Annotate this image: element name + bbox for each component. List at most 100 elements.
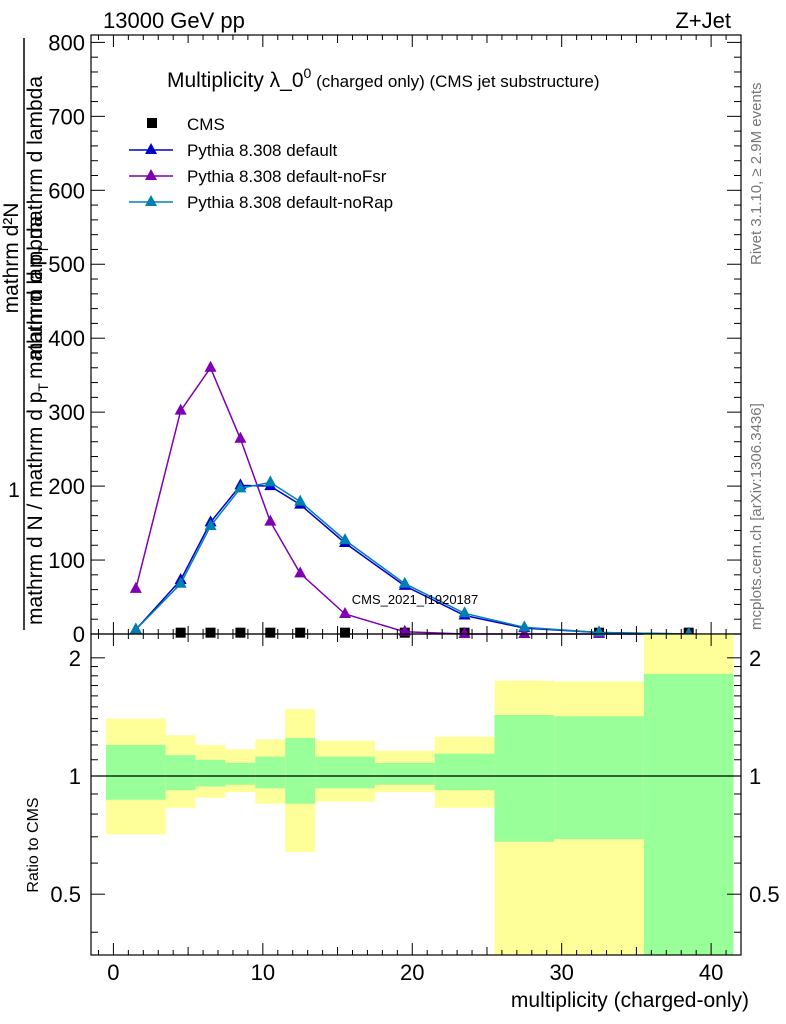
main-y-tick-label: 600 [48,178,85,203]
main-y-tick-label: 0 [73,622,85,647]
mc-data-point [174,576,187,588]
ratio-frame [90,633,742,956]
mc-data-point [174,403,187,415]
ratio-band-inner [195,759,226,787]
cms-data-point [295,627,306,638]
ratio-frame-border [90,633,742,956]
ratio-band-inner [494,715,555,842]
mc-data-point [339,607,352,619]
mc-data-point [398,576,411,588]
main-y-tick-label: 200 [48,474,85,499]
cms-data-point [265,627,276,638]
main-y-tick-label: 100 [48,548,85,573]
ratio-x-tick-label: 0 [107,960,119,985]
legend-marker-default [145,143,157,154]
ratio-bands [91,634,741,955]
mc-data-point [264,514,277,526]
plot-title-sup: 0 [304,65,312,81]
ratio-y-tick-label-left: 0.5 [50,882,81,907]
mc-data-point [458,606,471,618]
ratio-panel: 0.5 0.5 1 1 2 2 0 10 20 30 40 [50,633,780,985]
cms-data-point [235,627,246,638]
mc-data-point [204,519,217,531]
y-title-denominator-alt: mathrm d pT mathrm d lambda [24,76,51,360]
y-title-numerator: 1 [8,479,20,502]
y-title-alt-sub: T [35,245,51,254]
mc-data-point [518,620,531,632]
main-y-tick-label: 400 [48,326,85,351]
mc-data-point [518,627,531,638]
collision-label: 13000 GeV pp [103,8,245,33]
ratio-band-inner [374,762,435,785]
mc-data-point [234,481,247,493]
main-y-tick-label: 500 [48,252,85,277]
ratio-y-tick-label-right: 0.5 [749,882,780,907]
plot-title-main: Multiplicity λ_0 [167,69,304,92]
cms-data-point [175,627,186,638]
ratio-band-inner [434,753,495,791]
main-y-tick-label: 700 [48,104,85,129]
legend-label-cms: CMS [187,115,225,134]
ratio-y-ticks: 0.5 0.5 1 1 2 2 [50,646,780,933]
main-y-axis-title: 1 mathrm d N / mathrm d pTmathrm d lambd… [0,38,51,630]
analysis-watermark: CMS_2021_I1920187 [352,592,479,607]
series-line [135,481,689,635]
y-title-part-2: mathrm d lambda [24,215,47,379]
ratio-x-tick-label: 20 [400,960,424,985]
mc-data-point [129,622,142,634]
legend-marker-cms [147,118,157,128]
series-layer [129,360,695,638]
plot-title-rest: (charged only) (CMS jet substructure) [311,72,599,91]
mcplots-note: mcplots.cern.ch [arXiv:1306.3436] [748,403,765,630]
ratio-band-inner [285,737,316,804]
y-title-numerator-alt: mathrm d²N [0,203,23,314]
x-axis-title: multiplicity (charged-only) [511,989,749,1012]
y-title-alt-part-2: mathrm d lambda [24,76,47,246]
series-line [135,484,689,635]
ratio-band-inner [643,673,734,955]
main-panel: 0 100 200 300 400 500 600 700 800 [48,30,742,647]
ratio-y-tick-label-left: 1 [69,764,81,789]
ratio-x-tick-label: 40 [699,960,723,985]
ratio-y-tick-label-right: 1 [749,764,761,789]
ratio-y-title: Ratio to CMS [25,797,42,892]
process-label: Z+Jet [675,8,731,33]
legend-label-nofsr: Pythia 8.308 default-noFsr [187,167,387,186]
y-title-part-1: mathrm d N / mathrm d p [24,392,47,625]
ratio-band-inner [554,716,644,840]
legend-marker-nofsr [145,169,157,180]
mc-data-point [234,431,247,443]
ratio-x-ticks: 0 10 20 30 40 [97,634,742,985]
cms-data-point [205,627,216,638]
main-y-ticks: 0 100 200 300 400 500 600 700 800 [48,30,741,647]
ratio-band-inner [225,762,256,785]
mc-data-point [204,360,217,372]
cms-data-point [340,627,351,638]
mc-data-point [398,624,411,636]
legend-label-norap: Pythia 8.308 default-noRap [187,193,393,212]
y-title-sub-1: T [35,383,51,392]
ratio-x-tick-label: 30 [549,960,573,985]
y-title-alt-part-1: mathrm d p [24,254,47,360]
main-y-tick-label: 300 [48,400,85,425]
main-y-tick-label: 800 [48,30,85,55]
legend-marker-norap [145,195,157,206]
ratio-band-inner [105,744,166,800]
y-title-denominator-left: mathrm d N / mathrm d pTmathrm d lambda [24,215,51,625]
ratio-band-inner [165,755,196,791]
rivet-note: Rivet 3.1.10, ≥ 2.9M events [748,83,765,266]
ratio-y-tick-label-right: 2 [749,646,761,671]
mc-data-point [264,475,277,487]
ratio-band-inner [255,756,286,789]
mc-data-point [339,533,352,545]
mc-data-point [294,566,307,578]
legend-label-default: Pythia 8.308 default [187,141,338,160]
mc-data-point [458,627,471,638]
ratio-x-tick-label: 10 [251,960,275,985]
mc-data-point [294,494,307,506]
plot-title: Multiplicity λ_00 (charged only) (CMS je… [167,65,600,92]
ratio-band-inner [315,756,375,789]
ratio-y-tick-label-left: 2 [69,646,81,671]
mc-data-point [129,581,142,593]
